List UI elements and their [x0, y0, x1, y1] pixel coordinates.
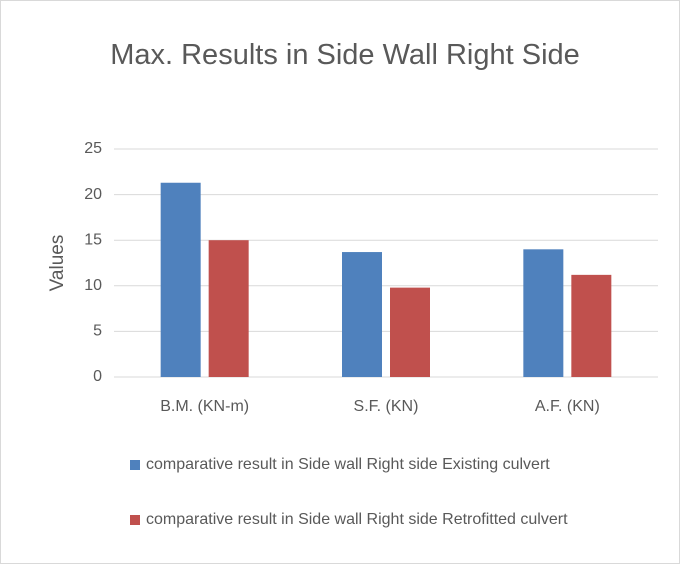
legend-label: comparative result in Side wall Right si… — [146, 456, 550, 473]
x-tick-label: B.M. (KN-m) — [160, 398, 249, 415]
y-tick-label: 25 — [84, 140, 102, 157]
chart-title: Max. Results in Side Wall Right Side — [110, 39, 580, 71]
bar — [208, 240, 249, 377]
y-tick-label: 10 — [84, 277, 102, 294]
bar — [342, 252, 382, 377]
x-tick-label: S.F. (KN) — [354, 398, 419, 415]
legend-swatch — [130, 460, 140, 470]
y-tick-label: 0 — [93, 368, 102, 385]
bar — [160, 182, 201, 377]
bar — [571, 274, 612, 377]
x-tick-label: A.F. (KN) — [535, 398, 600, 415]
bar — [523, 249, 564, 377]
y-tick-label: 15 — [84, 231, 102, 248]
y-tick-label: 20 — [84, 186, 102, 203]
legend-swatch — [130, 515, 140, 525]
y-axis-label: Values — [47, 235, 68, 292]
legend-label: comparative result in Side wall Right si… — [146, 511, 568, 528]
y-tick-label: 5 — [93, 323, 102, 340]
bar — [390, 287, 430, 377]
